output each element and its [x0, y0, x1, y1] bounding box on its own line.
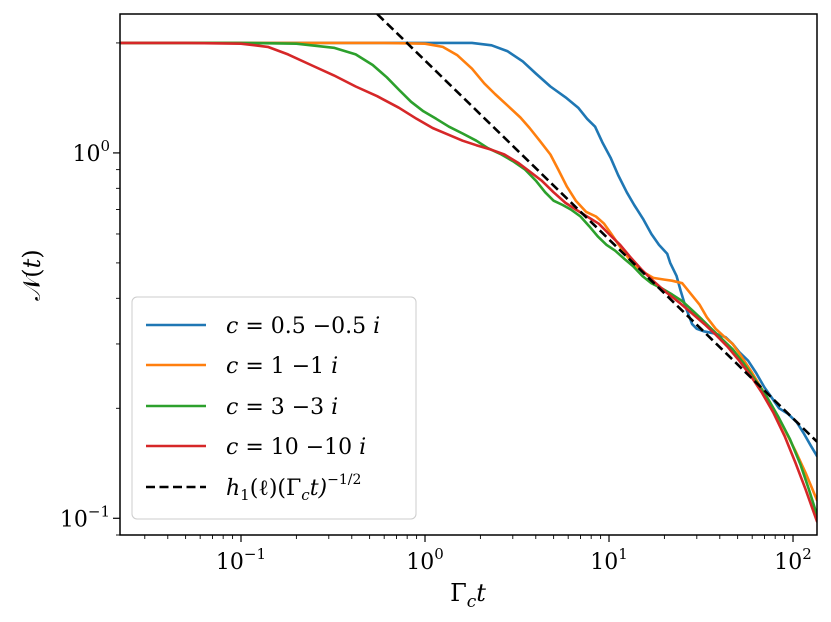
x-tick-label-1: 10−1: [216, 545, 266, 575]
y-tick-label-2: 100: [72, 137, 110, 167]
series-line-4: [120, 41, 817, 523]
legend-frame: [131, 296, 417, 520]
legend-label-4: c = 10 −10 i: [226, 435, 366, 460]
series-layer: [120, 14, 817, 523]
series-line-5: [376, 14, 817, 443]
x-tick-label-2: 100: [406, 545, 444, 575]
legend-label-5: h1(ℓ)(Γct)−1/2: [226, 472, 361, 504]
legend: c = 0.5 −0.5 i c = 1 −1 i c = 3 −3 i c =…: [131, 296, 417, 520]
legend-label-2: c = 1 −1 i: [226, 354, 338, 379]
x-tick-label-3: 101: [590, 545, 628, 575]
series-line-2: [120, 41, 817, 502]
series-line-1: [120, 41, 817, 458]
tick-layer: 10−1 100 101 102 10−1 100: [60, 42, 812, 575]
x-tick-label-4: 102: [774, 545, 812, 575]
legend-label-1: c = 0.5 −0.5 i: [226, 314, 380, 339]
y-axis-label: 𝒩(t): [18, 249, 46, 300]
plot-frame: [119, 13, 818, 536]
x-axis-label: Γct: [450, 579, 486, 612]
legend-lines: [146, 323, 206, 489]
series-line-3: [120, 41, 817, 517]
y-tick-label-1: 10−1: [60, 502, 110, 532]
legend-label-3: c = 3 −3 i: [226, 395, 338, 420]
